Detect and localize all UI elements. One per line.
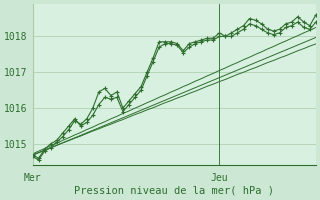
X-axis label: Pression niveau de la mer( hPa ): Pression niveau de la mer( hPa )	[74, 186, 274, 196]
